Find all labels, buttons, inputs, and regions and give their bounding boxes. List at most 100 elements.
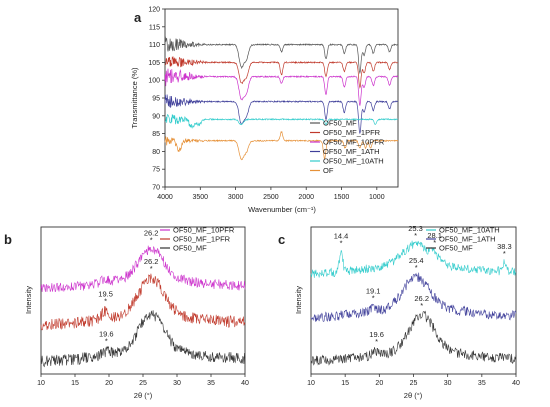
xrd-series-line	[40, 310, 246, 368]
peak-label: 25.4	[409, 256, 424, 265]
panel-b-frame	[40, 226, 246, 375]
panel-a-series-line	[164, 94, 399, 135]
xrd-series-line	[310, 310, 517, 366]
panel-c-series	[310, 240, 517, 366]
peak-label: 26.2	[414, 294, 429, 303]
peak-marker: *	[150, 264, 153, 273]
panel-a-ytick-label: 85	[152, 131, 160, 138]
panel-a-ytick-label: 100	[148, 78, 160, 85]
xtick-label: 25	[139, 380, 147, 387]
peak-label: 19.5	[98, 290, 113, 299]
panel-a-xtick-label: 2500	[263, 194, 279, 201]
xtick-label: 20	[375, 380, 383, 387]
panel-a-xtick-label: 4000	[157, 194, 173, 201]
peak-marker: *	[420, 301, 423, 310]
panel-a-ytick-label: 110	[149, 42, 160, 49]
peak-marker: *	[150, 236, 153, 245]
peak-label: 14.4	[334, 232, 349, 241]
xtick-label: 40	[512, 380, 520, 387]
panel-b-xlabel: 2θ (°)	[134, 391, 153, 400]
panel-a-ytick-label: 70	[152, 185, 160, 192]
panel-a-series-line	[164, 56, 398, 89]
peak-label: 26.2	[144, 257, 159, 266]
peak-marker: *	[340, 239, 343, 248]
panel-a-ytick-label: 80	[152, 149, 160, 156]
panel-c-xlabel: 2θ (°)	[404, 391, 423, 400]
panel-c-ticks: 10 15 20 25 30 35 40	[307, 374, 520, 387]
xtick-label: 10	[307, 380, 315, 387]
panel-c-annotations: *14.4 *25.3*28.1*38.3*19.1*25.4*19.6*26.2	[334, 224, 512, 346]
peak-label: 38.3	[497, 242, 512, 251]
panel-a-xtick-label: 1000	[369, 194, 385, 201]
peak-marker: *	[503, 249, 506, 258]
legend-label: OF50_MF_1PFR	[173, 235, 231, 244]
legend-label: OF50_MF	[173, 244, 207, 253]
panel-b-ticks: 10 15 20 25 30 35 40	[37, 374, 249, 387]
peak-label: 26.2	[144, 229, 159, 238]
xtick-label: 40	[241, 380, 249, 387]
panel-a-series-line	[164, 36, 399, 75]
panel-a-ytick-label: 95	[152, 96, 160, 103]
xtick-label: 10	[37, 380, 45, 387]
panel-a-ytick-label: 105	[148, 60, 160, 67]
panel-a-series-line	[164, 113, 399, 129]
xtick-label: 25	[410, 380, 418, 387]
panel-b-annotations: *26.2*19.5*26.2*19.6	[98, 229, 158, 346]
panel-a-series-line	[164, 68, 399, 106]
xtick-label: 15	[71, 380, 79, 387]
panel-c-label: c	[278, 232, 285, 247]
xtick-label: 30	[444, 380, 452, 387]
xtick-label: 35	[207, 380, 215, 387]
panel-a-xtick-label: 3500	[193, 194, 209, 201]
panel-a-label: a	[134, 10, 142, 25]
panel-a-ytick-label: 120	[148, 7, 160, 14]
legend-label: OF50_MF_1PFR	[323, 128, 381, 137]
panel-a: a 4000 3500 3000 2500 2000 1500 1000 70 75 80 85 90…	[130, 7, 399, 214]
peak-label: 19.1	[366, 286, 381, 295]
xrd-series-line	[40, 245, 246, 293]
xtick-label: 35	[478, 380, 486, 387]
peak-marker: *	[104, 297, 107, 306]
panel-a-series	[164, 36, 399, 161]
panel-a-ytick-label: 90	[152, 113, 160, 120]
peak-marker: *	[415, 263, 418, 272]
panel-a-ticks: 4000 3500 3000 2500 2000 1500 1000 70 75 80 85 90 95…	[148, 7, 384, 202]
legend-label: OF50_MF_10PFR	[323, 138, 385, 147]
xtick-label: 15	[341, 380, 349, 387]
panel-c-ylabel: Intensity	[294, 286, 303, 314]
legend-label: OF50_MF_10PFR	[173, 226, 235, 235]
peak-label: 19.6	[99, 329, 114, 338]
panel-a-ytick-label: 75	[152, 167, 160, 174]
peak-marker: *	[414, 231, 417, 240]
peak-marker: *	[375, 337, 378, 346]
panel-c: c 10 15 20 25 30 35 40 *14.4 *25.3*28.1*38.3*19…	[278, 224, 520, 400]
legend-label: OF50_MF_1ATH	[323, 147, 380, 156]
xrd-series-line	[310, 272, 517, 322]
peak-marker: *	[372, 293, 375, 302]
legend-label: OF50_MF	[323, 119, 357, 128]
xrd-series-line	[40, 273, 246, 331]
panel-a-series-line	[164, 130, 399, 161]
legend-label: OF50_MF_10ATH	[439, 226, 500, 235]
panel-b-label: b	[4, 232, 12, 247]
panel-a-ylabel: Transmittance (%)	[130, 67, 139, 128]
panel-b-series	[40, 245, 246, 368]
panel-b: b 10 15 20 25 30 35 40 *26.2*19.5*26.2*19.6 In…	[4, 226, 249, 400]
peak-label: 19.6	[369, 330, 384, 339]
panel-a-ytick-label: 115	[149, 24, 160, 31]
peak-marker: *	[105, 336, 108, 345]
legend-label: OF	[323, 166, 334, 175]
panel-a-xtick-label: 2000	[298, 194, 314, 201]
panel-a-xtick-label: 1500	[334, 194, 350, 201]
panel-a-xlabel: Wavenumber (cm⁻¹)	[248, 205, 316, 214]
peak-label: 25.3	[408, 224, 423, 233]
xtick-label: 30	[173, 380, 181, 387]
peak-marker: *	[433, 238, 436, 247]
legend-label: OF50_MF_10ATH	[323, 157, 384, 166]
peak-label: 28.1	[427, 231, 442, 240]
legend-label: OF50_MF_1ATH	[439, 235, 496, 244]
panel-a-legend: OF50_MFOF50_MF_1PFROF50_MF_10PFROF50_MF_…	[310, 119, 385, 175]
